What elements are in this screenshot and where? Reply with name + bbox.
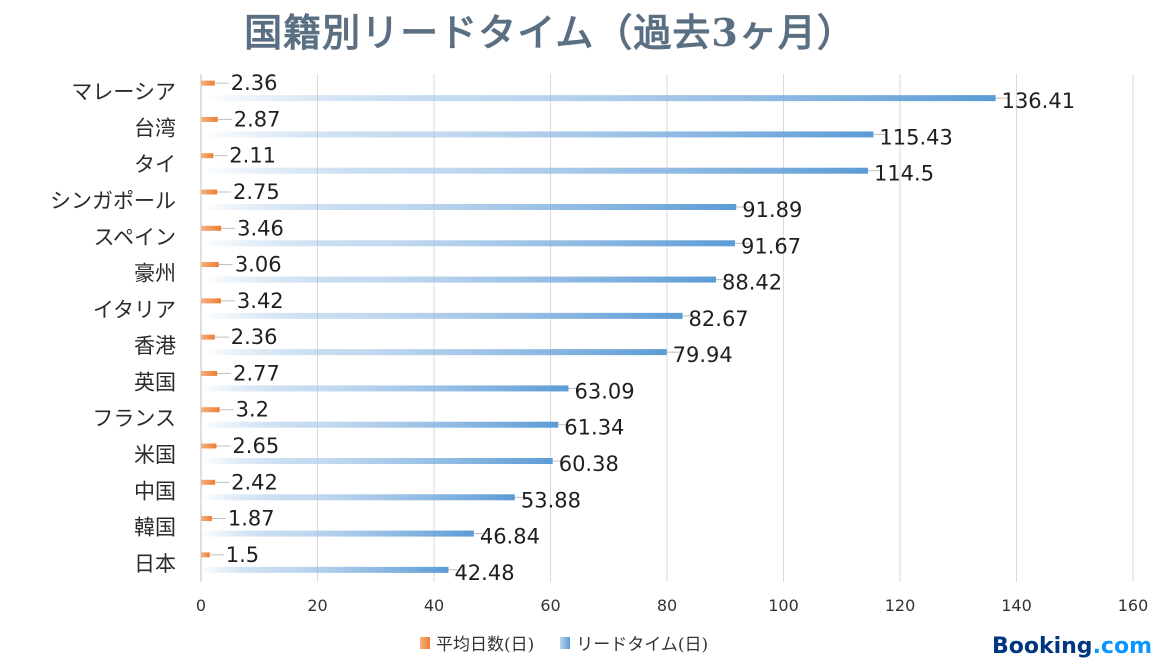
data-label-lead-time: 53.88 bbox=[521, 488, 581, 512]
category-label: タイ bbox=[134, 153, 176, 177]
bar-lead-time bbox=[201, 131, 874, 138]
x-tick-label: 60 bbox=[540, 596, 560, 615]
data-label-average-days: 2.65 bbox=[232, 434, 279, 458]
x-tick-label: 160 bbox=[1118, 596, 1149, 615]
bar-average-days bbox=[201, 116, 218, 122]
x-tick-label: 20 bbox=[307, 596, 327, 615]
data-label-lead-time: 46.84 bbox=[480, 525, 540, 549]
category-label: 香港 bbox=[134, 334, 176, 358]
bar-lead-time bbox=[201, 312, 683, 319]
bar-average-days bbox=[201, 80, 215, 86]
bar-average-days bbox=[201, 298, 221, 304]
bar-lead-time bbox=[201, 494, 515, 501]
data-label-lead-time: 63.09 bbox=[574, 379, 634, 403]
data-label-lead-time: 114.5 bbox=[874, 162, 934, 186]
bar-lead-time bbox=[201, 95, 996, 102]
brand-name: Booking bbox=[991, 634, 1093, 659]
bar-lead-time bbox=[201, 458, 553, 464]
bar-average-days bbox=[201, 516, 212, 522]
data-label-average-days: 2.36 bbox=[231, 325, 278, 349]
category-label: 豪州 bbox=[134, 262, 176, 286]
data-label-lead-time: 61.34 bbox=[564, 416, 624, 440]
x-tick-label: 100 bbox=[768, 596, 799, 615]
data-label-average-days: 2.36 bbox=[231, 71, 278, 95]
category-label: 中国 bbox=[134, 479, 176, 503]
x-tick-label: 40 bbox=[424, 596, 444, 615]
bar-lead-time bbox=[201, 240, 735, 247]
chart-legend: 平均日数(日) リードタイム(日) bbox=[420, 630, 708, 655]
x-tick-label: 120 bbox=[885, 596, 916, 615]
data-label-average-days: 3.46 bbox=[237, 216, 284, 240]
legend-item-average-days: 平均日数(日) bbox=[420, 630, 534, 655]
bar-average-days bbox=[201, 552, 210, 558]
legend-item-lead-time: リードタイム(日) bbox=[560, 630, 708, 655]
data-label-average-days: 2.11 bbox=[229, 144, 276, 168]
data-label-average-days: 3.2 bbox=[236, 398, 269, 422]
category-label: 韓国 bbox=[134, 516, 176, 540]
chart-title: 国籍別リードタイム（過去3ヶ月） bbox=[244, 10, 856, 55]
bar-average-days bbox=[201, 443, 217, 449]
x-tick-label: 0 bbox=[196, 596, 206, 615]
legend-label: リードタイム(日) bbox=[576, 635, 709, 655]
data-label-average-days: 1.5 bbox=[226, 543, 259, 567]
data-label-average-days: 1.87 bbox=[228, 507, 275, 531]
data-label-average-days: 2.75 bbox=[233, 180, 280, 204]
bar-lead-time bbox=[201, 204, 737, 210]
bar-lead-time bbox=[201, 385, 569, 392]
bar-average-days bbox=[201, 407, 220, 413]
bar-lead-time bbox=[201, 530, 474, 537]
data-label-lead-time: 60.38 bbox=[559, 452, 619, 476]
x-tick-label: 140 bbox=[1001, 596, 1032, 615]
data-label-lead-time: 91.89 bbox=[742, 198, 802, 222]
data-label-lead-time: 115.43 bbox=[879, 125, 952, 149]
x-tick-label: 80 bbox=[657, 596, 677, 615]
bar-average-days bbox=[201, 479, 216, 485]
bar-average-days bbox=[201, 225, 222, 231]
bar-average-days bbox=[201, 370, 218, 376]
booking-logo: Booking.com bbox=[992, 634, 1152, 659]
category-label: マレーシア bbox=[71, 80, 176, 104]
data-label-average-days: 2.87 bbox=[234, 107, 281, 131]
bar-average-days bbox=[201, 153, 214, 159]
category-label: 英国 bbox=[134, 370, 176, 394]
category-label: スペイン bbox=[93, 225, 176, 249]
category-label: フランス bbox=[92, 407, 176, 431]
category-label: 米国 bbox=[134, 443, 176, 467]
bar-average-days bbox=[201, 262, 219, 268]
bar-lead-time bbox=[201, 566, 449, 573]
data-label-lead-time: 82.67 bbox=[689, 307, 749, 331]
data-label-lead-time: 91.67 bbox=[741, 234, 801, 258]
data-label-average-days: 2.77 bbox=[233, 361, 280, 385]
data-label-average-days: 2.42 bbox=[231, 470, 278, 494]
data-label-lead-time: 79.94 bbox=[673, 343, 733, 367]
bar-average-days bbox=[201, 189, 218, 195]
data-label-lead-time: 42.48 bbox=[454, 561, 514, 585]
bar-lead-time bbox=[201, 276, 717, 283]
category-label: シンガポール bbox=[50, 189, 176, 213]
legend-label: 平均日数(日) bbox=[436, 635, 535, 655]
data-label-average-days: 3.06 bbox=[235, 253, 282, 277]
data-label-average-days: 3.42 bbox=[237, 289, 284, 313]
category-label: 台湾 bbox=[134, 116, 176, 140]
legend-swatch-orange bbox=[420, 636, 430, 649]
bar-lead-time bbox=[201, 421, 559, 428]
legend-swatch-blue bbox=[560, 636, 571, 649]
data-label-lead-time: 88.42 bbox=[722, 271, 782, 295]
bar-average-days bbox=[201, 334, 215, 340]
bar-lead-time bbox=[201, 167, 868, 174]
category-label: 日本 bbox=[134, 552, 176, 576]
data-label-lead-time: 136.41 bbox=[1002, 89, 1075, 113]
bar-lead-time bbox=[201, 349, 667, 356]
brand-suffix: .com bbox=[1092, 634, 1152, 659]
category-label: イタリア bbox=[93, 298, 176, 322]
